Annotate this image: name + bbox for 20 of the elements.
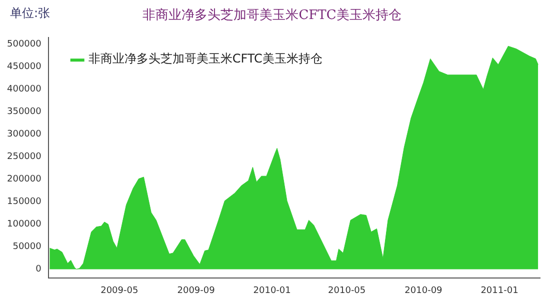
y-axis-title: 单位:张: [10, 6, 50, 20]
x-tick-label: 2009-09: [177, 286, 216, 296]
y-tick-label: 450000: [6, 62, 42, 72]
x-tick-label: 2010-09: [404, 286, 443, 296]
x-tick-label: 2009-05: [100, 286, 138, 296]
y-tick-label: 500000: [6, 40, 42, 50]
y-tick-label: 150000: [6, 197, 42, 208]
y-tick-label: 100000: [6, 220, 42, 230]
y-tick-label: 350000: [6, 107, 42, 118]
y-tick-label: 250000: [6, 152, 42, 162]
x-tick-label: 2010-01: [253, 286, 291, 296]
x-tick-label: 2010-05: [328, 286, 366, 296]
y-tick-label: 400000: [6, 84, 42, 95]
y-tick-label: 50000: [12, 242, 42, 252]
x-tick-label: 2011-01: [480, 286, 518, 296]
legend-label: 非商业净多头芝加哥美玉米CFTC美玉米持仓: [88, 52, 322, 66]
y-tick-label: 200000: [6, 174, 42, 185]
chart-title: 非商业净多头芝加哥美玉米CFTC美玉米持仓: [142, 7, 402, 24]
y-tick-label: 300000: [6, 130, 42, 140]
y-tick-label: 0: [36, 264, 42, 275]
